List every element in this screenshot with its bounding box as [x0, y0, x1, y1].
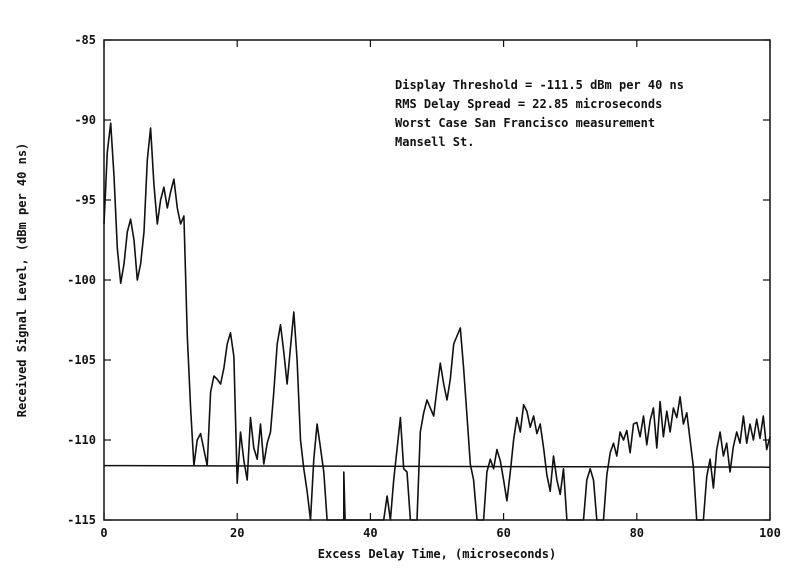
y-tick-label: -85 [74, 33, 96, 47]
annotation-threshold: Display Threshold = -111.5 dBm per 40 ns [395, 78, 684, 92]
y-tick-label: -105 [67, 353, 96, 367]
x-tick-label: 60 [496, 526, 510, 540]
threshold-line [103, 464, 771, 468]
annotation-measurement: Worst Case San Francisco measurement [395, 116, 655, 130]
y-tick-label: -90 [74, 113, 96, 127]
power-delay-profile-line [103, 122, 771, 521]
y-tick-label: -95 [74, 193, 96, 207]
x-tick-label: 80 [630, 526, 644, 540]
x-tick-label: 100 [759, 526, 781, 540]
x-tick-label: 0 [100, 526, 107, 540]
x-axis-title: Excess Delay Time, (microseconds) [318, 547, 556, 561]
x-tick-label: 40 [363, 526, 377, 540]
y-tick-label: -110 [67, 433, 96, 447]
annotation-rms-delay: RMS Delay Spread = 22.85 microseconds [395, 97, 662, 111]
x-tick-label: 20 [230, 526, 244, 540]
y-tick-label: -100 [67, 273, 96, 287]
annotation-location: Mansell St. [395, 135, 474, 149]
y-tick-label: -115 [67, 513, 96, 527]
y-axis-title: Received Signal Level, (dBm per 40 ns) [15, 143, 29, 418]
